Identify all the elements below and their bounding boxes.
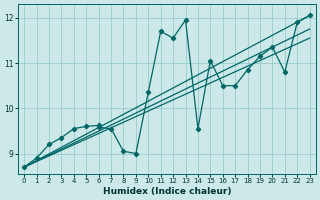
X-axis label: Humidex (Indice chaleur): Humidex (Indice chaleur) (103, 187, 231, 196)
